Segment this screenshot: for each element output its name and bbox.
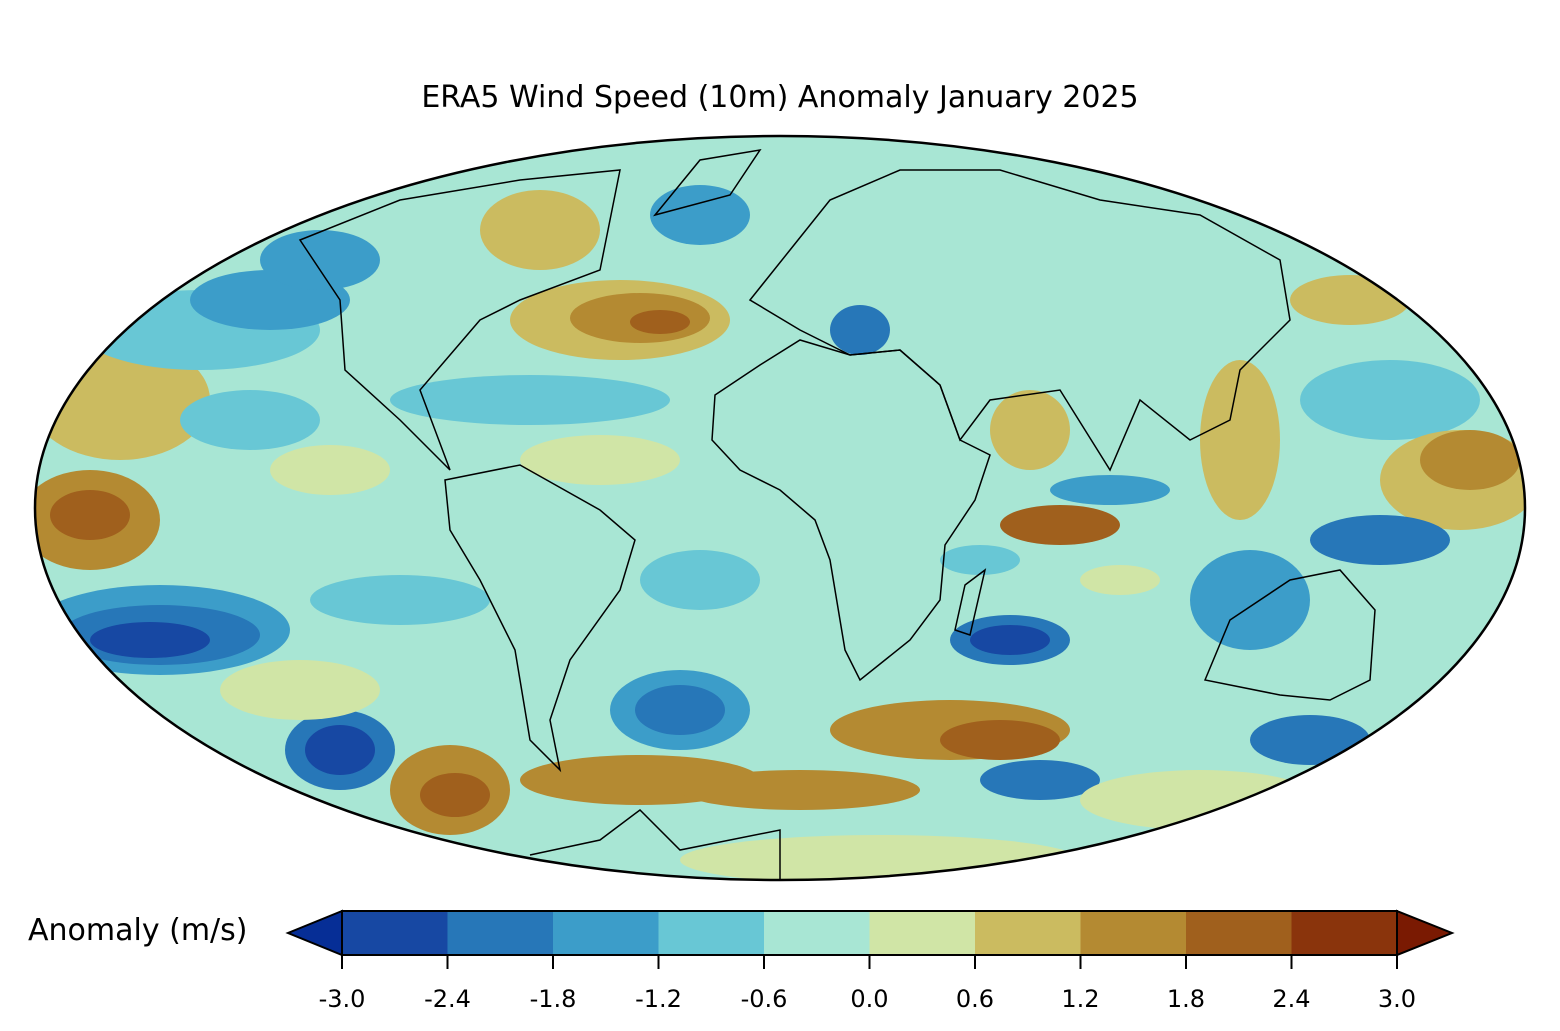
- anomaly-region: [220, 660, 380, 720]
- anomaly-region: [1080, 565, 1160, 595]
- colorbar-tick-label: -3.0: [319, 985, 366, 1013]
- eurasia-coastline: [748, 169, 1291, 472]
- anomaly-region: [305, 725, 375, 775]
- anomaly-region: [1200, 360, 1280, 520]
- anomaly-region: [940, 545, 1020, 575]
- colorbar-segment: [553, 911, 659, 955]
- colorbar-segment: [975, 911, 1081, 955]
- australia-coastline: [1203, 569, 1376, 701]
- colorbar: -3.0 -2.4 -1.8 -1.2 -0.6 0.0 0.6 1.2 1.8 2.4 3.0: [285, 909, 1455, 1013]
- colorbar-segment: [1080, 911, 1187, 955]
- anomaly-region: [50, 490, 130, 540]
- greenland-coastline: [652, 148, 762, 217]
- colorbar-segment: [1291, 911, 1398, 955]
- colorbar-segment: [342, 911, 448, 955]
- anomaly-region: [680, 770, 920, 810]
- colorbar-tick-label: 2.4: [1272, 985, 1310, 1013]
- colorbar-tick-label: -0.6: [741, 985, 788, 1013]
- anomaly-region: [1290, 275, 1410, 325]
- anomaly-region: [970, 625, 1050, 655]
- madagascar-coastline: [954, 568, 987, 636]
- anomaly-region: [630, 310, 690, 334]
- anomaly-region: [310, 575, 490, 625]
- colorbar-extend-high: [1396, 909, 1455, 957]
- anomaly-region: [1000, 505, 1120, 545]
- colorbar-tick-label: -1.8: [530, 985, 577, 1013]
- anomaly-region: [1310, 515, 1450, 565]
- anomaly-region: [520, 435, 680, 485]
- south-america-coastline: [444, 464, 636, 773]
- colorbar-tick-label: -1.2: [635, 985, 682, 1013]
- colorbar-tick-label: -2.4: [424, 985, 471, 1013]
- anomaly-region: [420, 773, 490, 817]
- colorbar-tick-label: 3.0: [1378, 985, 1416, 1013]
- colorbar-segment: [658, 911, 765, 955]
- anomaly-region: [480, 190, 600, 270]
- anomaly-region: [1300, 360, 1480, 440]
- anomaly-region: [260, 230, 380, 290]
- colorbar-segment: [447, 911, 554, 955]
- anomaly-region: [1420, 430, 1520, 490]
- colorbar-tick-label: 1.8: [1167, 985, 1205, 1013]
- chart-title: ERA5 Wind Speed (10m) Anomaly January 20…: [421, 80, 1139, 115]
- north-america-coastline: [298, 169, 621, 471]
- anomaly-region: [1050, 475, 1170, 505]
- anomaly-region: [390, 375, 670, 425]
- colorbar-tick-label: 0.0: [850, 985, 888, 1013]
- anomaly-region: [650, 185, 750, 245]
- colorbar-segment: [869, 911, 976, 955]
- anomaly-region: [90, 622, 210, 658]
- colorbar-tick-label: 1.2: [1061, 985, 1099, 1013]
- globe-boundary: [33, 134, 1527, 882]
- anomaly-region: [640, 550, 760, 610]
- colorbar-extend-low: [285, 909, 343, 957]
- anomaly-region: [1250, 715, 1370, 765]
- colorbar-tick-label: 0.6: [956, 985, 994, 1013]
- colorbar-segment: [764, 911, 870, 955]
- colorbar-segment: [1186, 911, 1292, 955]
- anomaly-region: [830, 305, 890, 355]
- anomaly-region: [180, 390, 320, 450]
- anomaly-region: [635, 685, 725, 735]
- anomaly-region: [1190, 550, 1310, 650]
- colorbar-label: Anomaly (m/s): [28, 913, 248, 948]
- anomaly-region: [990, 390, 1070, 470]
- anomaly-region: [270, 445, 390, 495]
- anomaly-region: [1080, 770, 1320, 830]
- anomaly-region: [940, 720, 1060, 760]
- anomaly-region: [980, 760, 1100, 800]
- coastlines: [298, 148, 1376, 880]
- antarctica-coastline: [529, 809, 781, 880]
